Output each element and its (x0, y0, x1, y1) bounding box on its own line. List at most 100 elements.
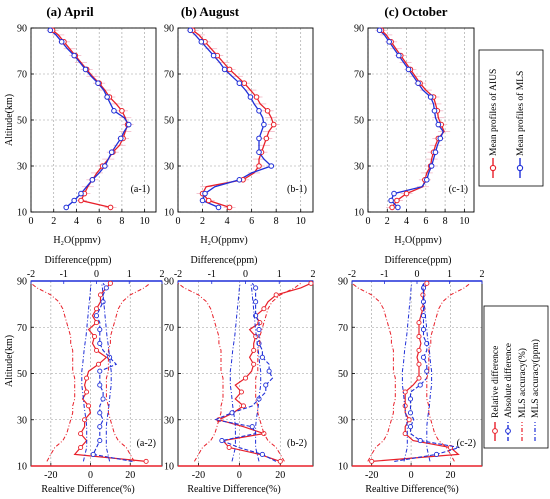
x2-tick-label: 1 (447, 269, 452, 280)
reldiff-point (93, 347, 100, 353)
aius-point (241, 80, 248, 86)
x-tick-label: 8 (274, 216, 279, 227)
mls-accuracy-ppm-upper (101, 283, 112, 462)
x-tick-label: 20 (125, 470, 135, 481)
plot-frame (30, 27, 157, 213)
y-tick-label: 50 (17, 369, 27, 380)
aius-point (226, 204, 233, 211)
x-tick-label: 0 (88, 470, 93, 481)
x2-tick-label: 2 (480, 269, 485, 280)
mls-point (386, 39, 393, 45)
y-tick-label: 90 (164, 277, 174, 288)
y-tick-label: 70 (17, 323, 27, 334)
x-axis-label-b1: H₂O(ppmv) (200, 235, 247, 246)
panel-title-april: (a) April (46, 4, 94, 19)
aius-point (107, 204, 114, 211)
absdiff-point (229, 410, 235, 416)
absdiff-point (433, 451, 440, 457)
y-tick-label: 90 (354, 24, 364, 35)
absdiff-point (93, 313, 100, 319)
reldiff-point (97, 292, 104, 298)
absdiff-point (417, 382, 423, 388)
x-tick-label: 20 (275, 470, 285, 481)
aius-point (264, 108, 271, 114)
series-relative-difference (217, 282, 312, 462)
legend-bottom: Relative difference Absolute difference … (483, 305, 549, 449)
y-tick-label: 70 (338, 323, 348, 334)
x-tick-label: 10 (459, 216, 469, 227)
absdiff-point (97, 340, 103, 346)
reldiff-point (416, 333, 422, 340)
y-tick-label: 90 (17, 277, 27, 288)
x2-axis-label-b2: Difference(ppm) (190, 255, 257, 266)
absdiff-point (407, 410, 414, 416)
y-tick-label: 10 (17, 208, 27, 219)
reldiff-point (416, 320, 422, 326)
x2-tick-label: 1 (277, 269, 282, 280)
panel-c2: 10 30 50 70 90 -20 0 20 -2 -1 0 1 2 (c-2) (338, 269, 485, 481)
mls-point (63, 204, 70, 211)
absdiff-point (90, 451, 96, 457)
x-tick-label: 0 (176, 216, 181, 227)
x-tick-label: 4 (74, 216, 79, 227)
reldiff-point (86, 403, 92, 409)
mls-point (256, 135, 262, 142)
reldiff-point (406, 417, 412, 423)
mls-point (104, 94, 110, 100)
absdiff-point (103, 285, 109, 291)
reldiff-point (402, 431, 408, 437)
absdiff-point (253, 299, 259, 305)
x2-tick-label: -2 (348, 269, 356, 280)
series-mls-line (49, 29, 130, 208)
absdiff-point (100, 396, 106, 402)
x-axis-label-a2: Realtive Difference(%) (41, 484, 134, 495)
mls-point (102, 163, 108, 169)
y-tick-label: 90 (338, 277, 348, 288)
x-tick-label: 2 (385, 216, 390, 227)
mls-point (405, 66, 412, 73)
reldiff-point (402, 389, 408, 395)
mls-point (437, 135, 444, 142)
mls-point (261, 121, 267, 128)
aius-point (389, 204, 395, 211)
reldiff-point (107, 280, 113, 286)
y-tick-label: 50 (354, 116, 364, 127)
panel-annotation: (c-2) (457, 438, 476, 449)
mls-point (247, 94, 254, 100)
x2-tick-label: 2 (160, 269, 165, 280)
aius-point (403, 190, 410, 197)
x-axis-label-a1: H₂O(ppmv) (53, 235, 100, 246)
x-tick-label: 6 (423, 216, 428, 227)
y-tick-label: 50 (338, 369, 348, 380)
mls-point (199, 197, 206, 204)
legend-aius-marker (489, 164, 497, 172)
legend-mlsppm-label: MLS accuracy(ppm) (530, 339, 541, 418)
x-tick-label: 0 (409, 470, 414, 481)
x-tick-label: 6 (249, 216, 254, 227)
x-tick-label: 6 (97, 216, 102, 227)
y-tick-label: 70 (354, 70, 364, 81)
aius-point (119, 108, 125, 114)
mls-accuracy-pct-lower (177, 282, 224, 462)
mls-point (395, 204, 401, 211)
aius-point (226, 66, 233, 73)
mls-point (125, 121, 132, 128)
x2-tick-label: -2 (27, 269, 35, 280)
mls-accuracy-ppm-lower (229, 283, 241, 462)
x2-axis-label-c2: Difference(ppm) (384, 255, 451, 266)
x-tick-label: 0 (366, 216, 371, 227)
mls-point (236, 177, 243, 183)
plot-frame (367, 27, 475, 213)
absdiff-point (97, 438, 103, 444)
y-tick-label: 30 (17, 415, 27, 426)
mls-point (432, 149, 439, 155)
y-tick-label: 50 (17, 116, 27, 127)
y-tick-label: 30 (338, 415, 348, 426)
legend-top: Mean profiles of AIUS Mean profiles of M… (478, 49, 544, 187)
x2-axis-label-a2: Difference(ppm) (44, 255, 111, 266)
y-tick-label: 70 (164, 323, 174, 334)
mls-point (428, 163, 435, 169)
y-tick-label: 70 (17, 70, 27, 81)
series-absolute-difference (213, 282, 277, 462)
